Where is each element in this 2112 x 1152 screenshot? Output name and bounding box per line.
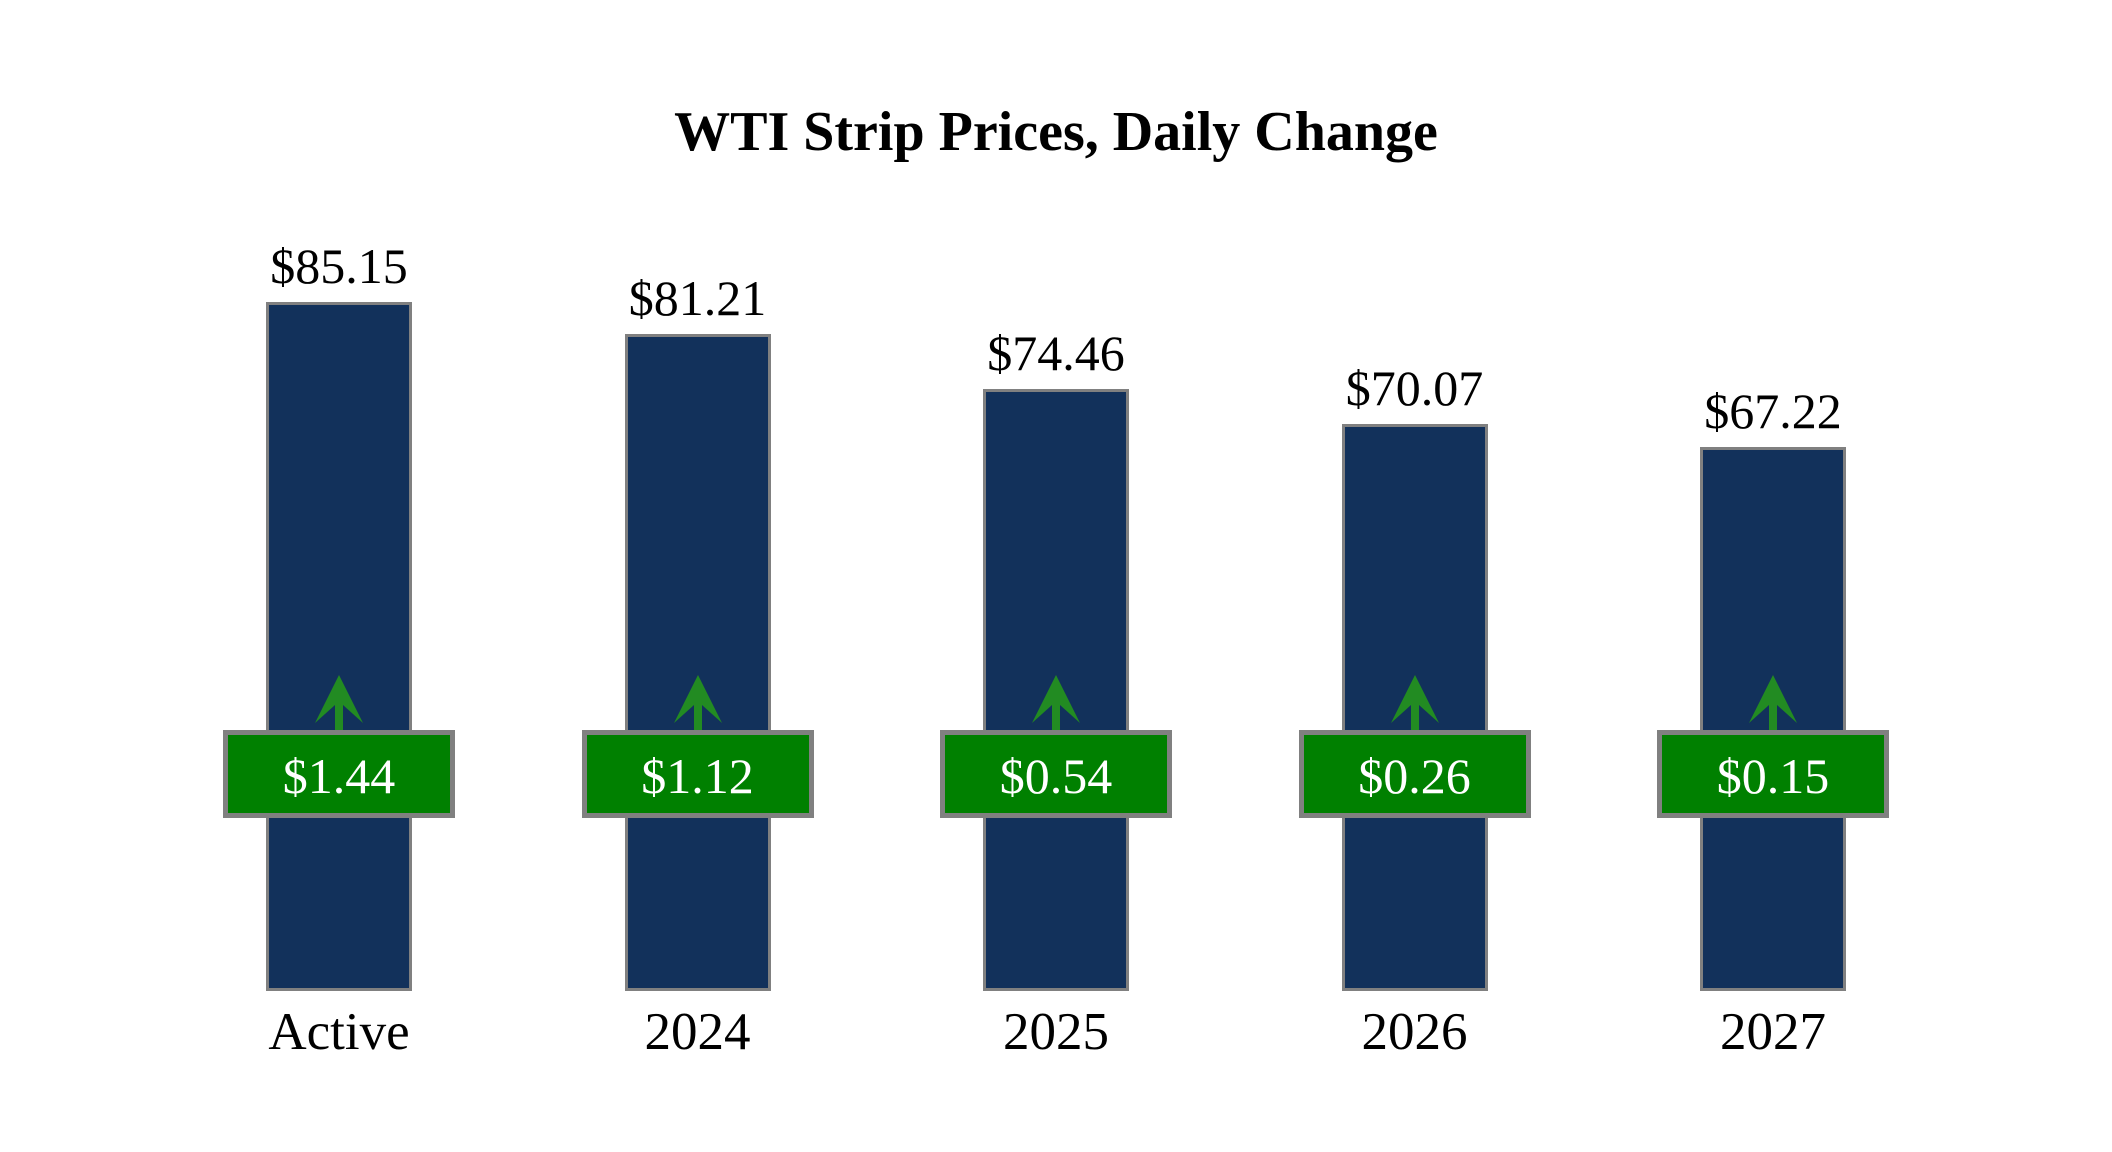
price-label: $70.07 (1345, 360, 1484, 416)
change-badge-label: $0.15 (1716, 748, 1830, 804)
chart-title: WTI Strip Prices, Daily Change (674, 101, 1438, 163)
price-label: $85.15 (270, 238, 408, 294)
change-badge: $0.54 (940, 730, 1172, 818)
up-arrow-icon (315, 675, 363, 733)
category-label: 2027 (1720, 1003, 1826, 1061)
category-label: 2025 (1003, 1003, 1109, 1061)
up-arrow-icon (673, 675, 722, 733)
price-label: $81.21 (628, 270, 767, 326)
change-badge-label: $0.26 (1358, 748, 1471, 804)
price-label: $74.46 (987, 325, 1125, 381)
change-badge: $1.44 (223, 730, 455, 818)
price-label: $67.22 (1704, 383, 1842, 439)
up-arrow-icon (1749, 675, 1797, 733)
change-badge-label: $1.12 (641, 748, 754, 804)
up-arrow-icon (1032, 675, 1080, 733)
change-badge: $1.12 (581, 730, 814, 818)
strip-price-bar (266, 302, 412, 991)
up-arrow-icon (1390, 675, 1439, 733)
category-label: Active (268, 1003, 410, 1061)
change-badge-label: $1.44 (282, 748, 396, 804)
category-label: 2024 (644, 1003, 751, 1061)
change-badge-label: $0.54 (999, 748, 1113, 804)
category-label: 2026 (1361, 1003, 1468, 1061)
change-badge: $0.15 (1657, 730, 1889, 818)
change-badge: $0.26 (1298, 730, 1531, 818)
strip-price-bar (624, 334, 771, 991)
